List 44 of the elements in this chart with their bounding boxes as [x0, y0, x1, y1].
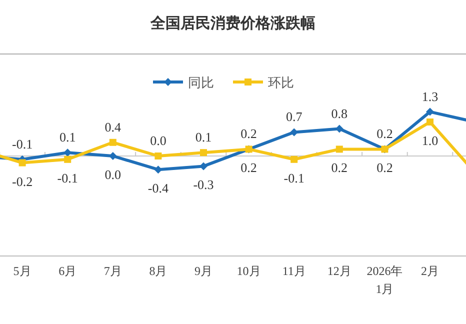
data-label: 0.4: [104, 119, 122, 134]
data-label: 1.3: [422, 88, 438, 104]
data-label: -0.1: [284, 170, 304, 186]
point: [200, 162, 208, 170]
x-tick-label: 2月: [421, 264, 439, 278]
point: [154, 166, 162, 174]
point: [109, 138, 116, 146]
data-label: -0.4: [148, 180, 169, 196]
data-label: 1.0: [422, 133, 438, 148]
x-tick-label: 7月: [104, 264, 122, 278]
data-label: -0.1: [57, 170, 78, 186]
legend-label: 环比: [268, 76, 294, 91]
point: [154, 152, 162, 160]
data-label: 0.2: [376, 126, 393, 142]
data-label: 0.2: [240, 160, 257, 176]
x-tick-label: 2026年 1月: [366, 264, 403, 296]
data-label: 0.7: [286, 109, 303, 124]
data-label: -0.3: [193, 177, 214, 192]
data-label: -0.1: [12, 136, 33, 152]
data-label: -0.2: [12, 174, 33, 189]
data-label: 0.8: [331, 106, 348, 121]
point: [426, 108, 434, 116]
point: [200, 149, 207, 156]
data-label: 0.2: [331, 160, 348, 176]
data-label: 0.0: [104, 167, 122, 182]
point: [336, 146, 343, 153]
x-tick-label: 10月: [236, 264, 261, 278]
point: [64, 156, 72, 163]
x-tick-label: 8月: [149, 264, 168, 278]
x-tick-label: 9月: [194, 264, 212, 278]
x-tick-label: 11月: [282, 264, 306, 278]
point: [426, 118, 434, 126]
data-label: 0.1: [195, 130, 212, 145]
data-label: 0.0: [150, 133, 166, 148]
legend-label: 同比: [188, 76, 214, 91]
data-label: 0.2: [376, 160, 393, 176]
x-tick-label: 5月: [13, 264, 32, 278]
data-label: 0.1: [59, 130, 76, 145]
point: [290, 156, 298, 163]
x-tick-label: 6月: [58, 264, 77, 278]
data-label: 0.2: [240, 126, 257, 142]
chart-title: 全国居民消费价格涨跌幅: [150, 14, 316, 32]
x-tick-label: 12月: [327, 264, 352, 278]
point: [18, 159, 26, 166]
